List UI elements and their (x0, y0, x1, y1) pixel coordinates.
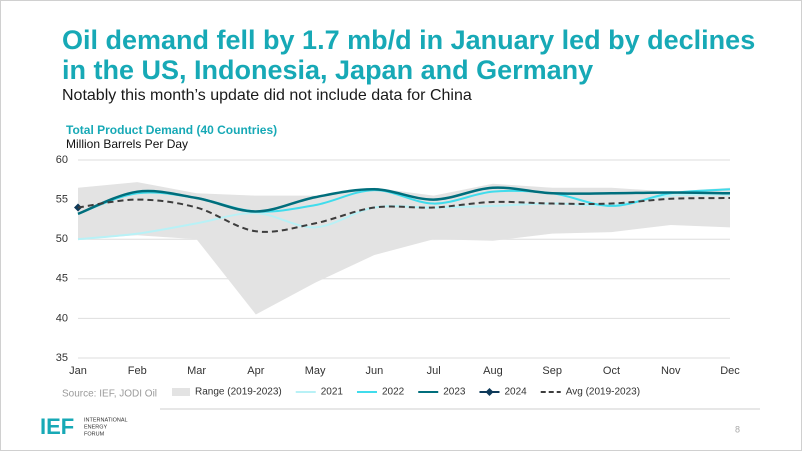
x-tick-label: May (305, 365, 326, 377)
legend-label: 2022 (382, 387, 405, 398)
chart-title: Total Product Demand (40 Countries) (66, 123, 277, 137)
y-tick-label: 50 (56, 233, 68, 245)
org-name: ENERGY (84, 424, 108, 430)
y-tick-label: 35 (56, 352, 68, 364)
title-line: in the US, Indonesia, Japan and Germany (62, 55, 593, 85)
range-band (78, 182, 730, 315)
x-tick-label: Oct (603, 365, 620, 377)
series-line (77, 197, 731, 233)
legend-marker (485, 388, 494, 396)
x-tick-label: Dec (720, 365, 740, 377)
y-axis-label: Million Barrels Per Day (66, 137, 188, 151)
x-tick-label: Jun (365, 365, 383, 377)
x-tick-label: Jul (427, 365, 441, 377)
org-name: INTERNATIONAL (84, 417, 128, 423)
x-tick-label: Jan (69, 365, 87, 377)
y-tick-label: 55 (56, 194, 68, 206)
source: Source: IEF, JODI Oil (62, 389, 157, 400)
x-tick-label: Apr (247, 365, 264, 377)
legend: Range (2019-2023) 2021 2022 2023 2024 Avg (20… (172, 387, 640, 398)
legend-label: 2023 (443, 387, 466, 398)
x-tick-label: Aug (483, 365, 503, 377)
legend-label: 2021 (321, 387, 344, 398)
legend-label: Range (2019-2023) (195, 387, 282, 398)
y-tick-label: 40 (56, 312, 68, 324)
x-tick-label: Sep (542, 365, 562, 377)
logo: IEF (40, 414, 74, 439)
title-line: Oil demand fell by 1.7 mb/d in January l… (62, 25, 755, 55)
legend-label: 2024 (504, 387, 527, 398)
y-tick-label: 60 (56, 154, 68, 166)
y-tick-label: 45 (56, 273, 68, 285)
legend-swatch (172, 388, 190, 396)
plot: 35 40 45 50 55 60 Jan Feb Mar Apr May Jun Jul Aug Sep O… (56, 154, 741, 377)
page-number: 8 (735, 424, 740, 434)
x-tick-label: Nov (661, 365, 681, 377)
x-tick-label: Feb (128, 365, 147, 377)
series-line (77, 186, 731, 216)
org-name: FORUM (84, 431, 105, 437)
x-tick-label: Mar (187, 365, 206, 377)
subtitle: Notably this month’s update did not incl… (62, 87, 472, 104)
legend-label: Avg (2019-2023) (566, 387, 640, 398)
